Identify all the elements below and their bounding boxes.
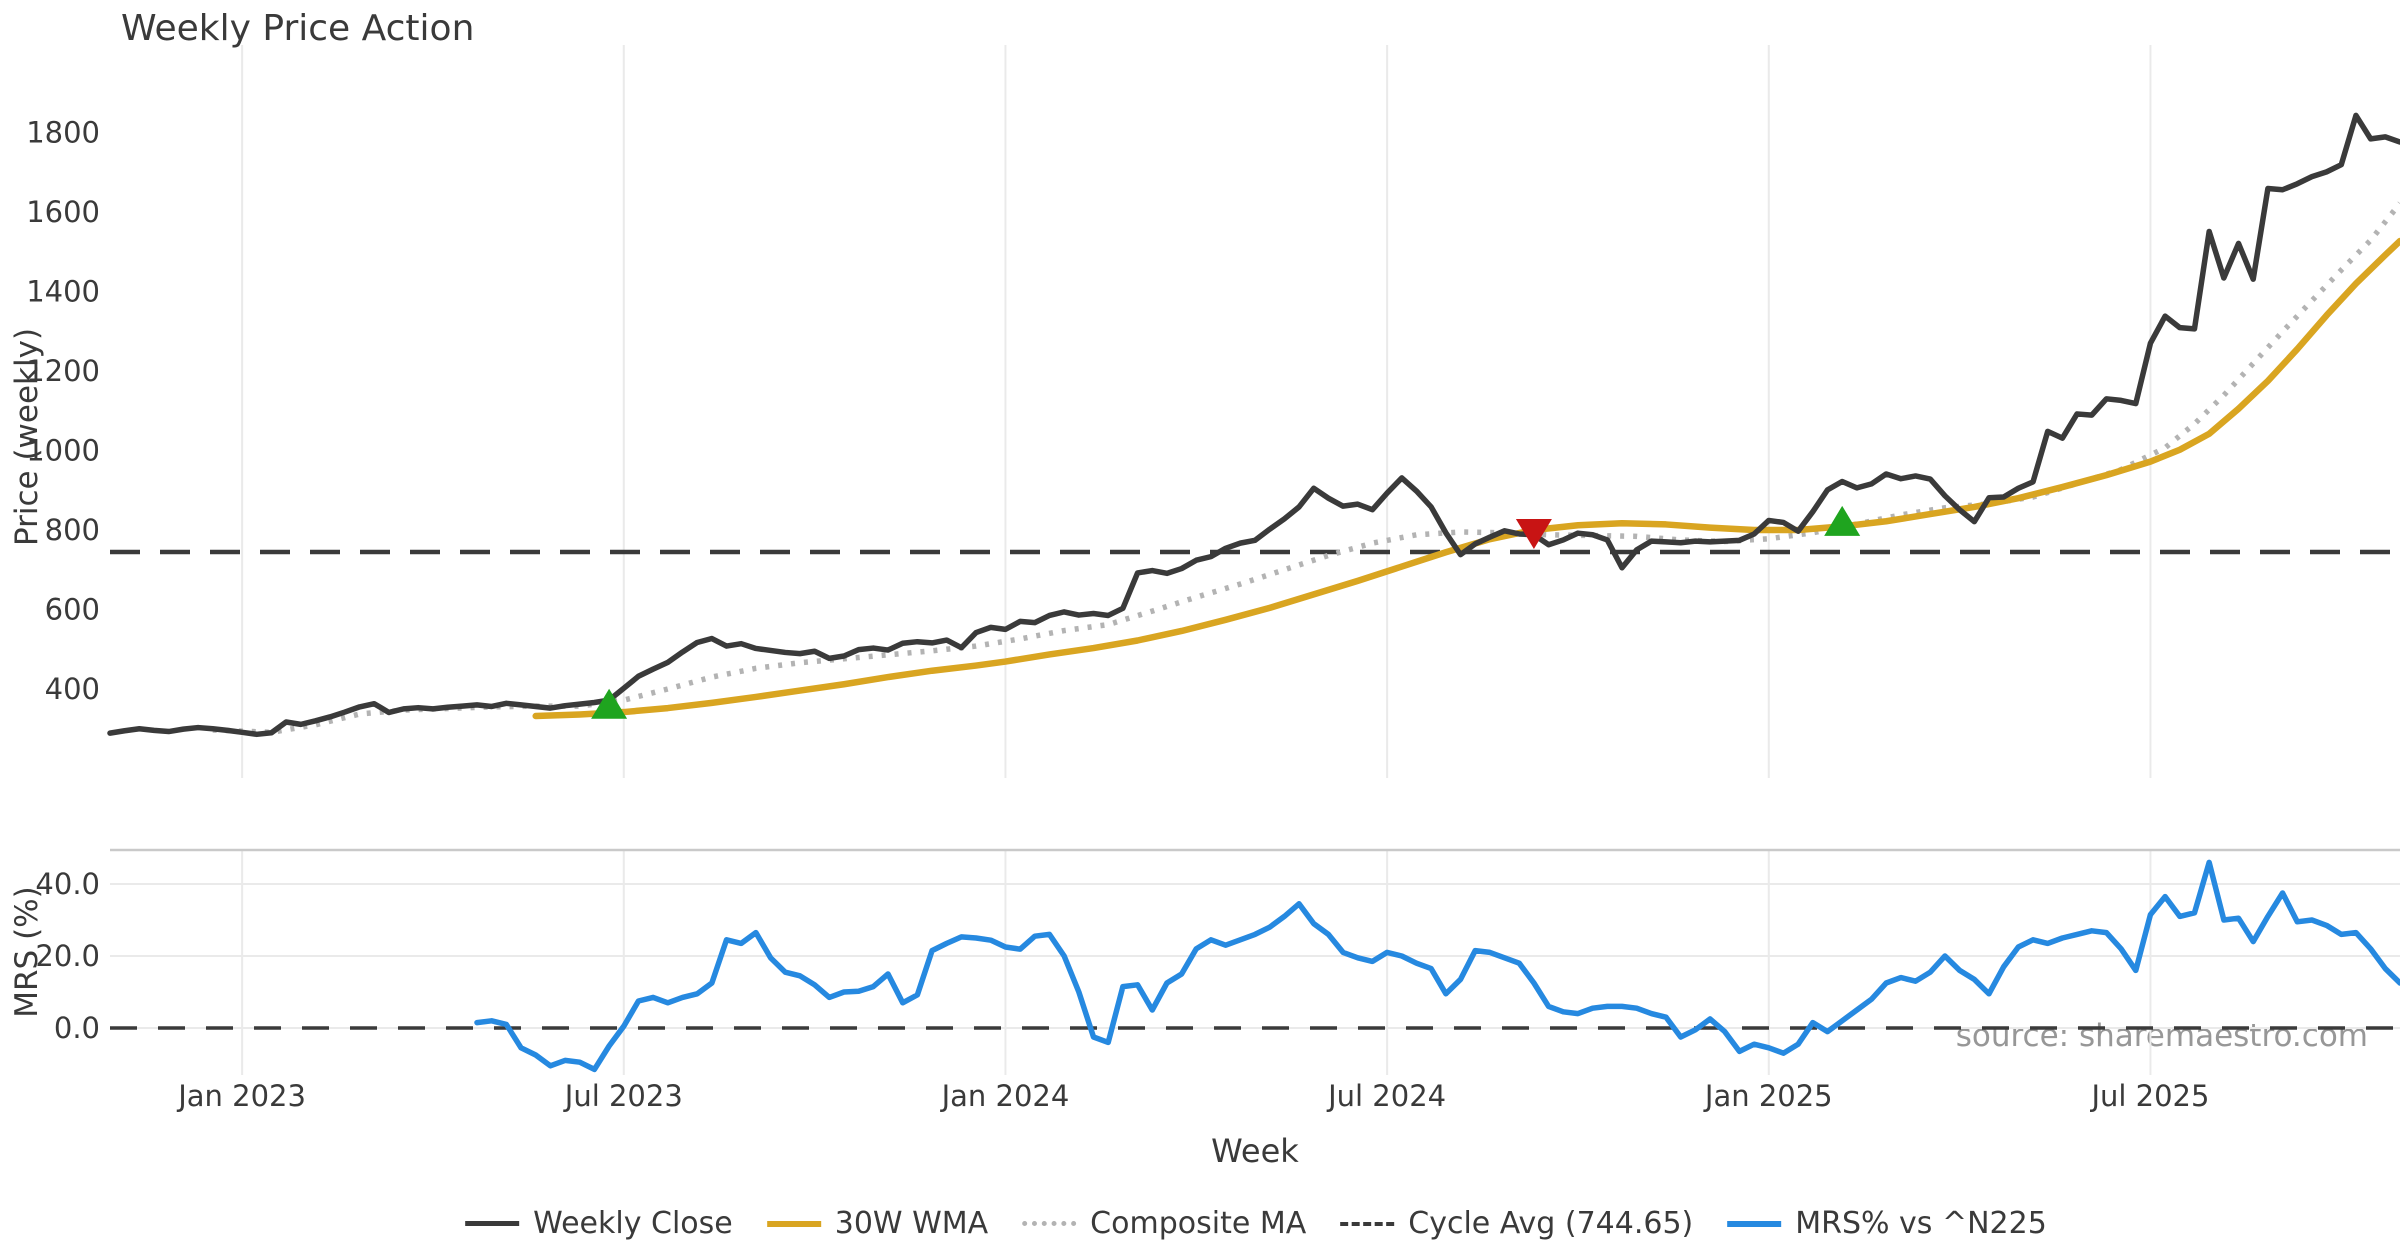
- price-tick-label: 600: [45, 593, 100, 627]
- x-axis-title: Week: [1211, 1132, 1299, 1170]
- x-tick-label: Jul 2024: [1326, 1079, 1446, 1113]
- legend-item-mrs-vs-n225: MRS% vs ^N225: [1727, 1206, 2047, 1241]
- mrs-axis-title: MRS (%): [9, 886, 45, 1018]
- mrs-tick-label: 0.0: [54, 1011, 100, 1045]
- legend-swatch: [465, 1221, 520, 1226]
- mrs-tick-label: 40.0: [35, 867, 100, 901]
- x-tick-label: Jan 2023: [176, 1079, 306, 1113]
- x-tick-label: Jul 2025: [2089, 1079, 2209, 1113]
- x-tick-label: Jan 2025: [1703, 1079, 1833, 1113]
- chart-title: Weekly Price Action: [121, 8, 475, 49]
- price-tick-label: 400: [45, 672, 100, 706]
- price-tick-label: 1800: [26, 116, 100, 150]
- legend-swatch: [1340, 1221, 1395, 1226]
- price-axis-title: Price (weekly): [9, 327, 45, 547]
- legend: Weekly Close 30W WMA Composite MA Cycle Avg…: [465, 1206, 2047, 1241]
- mrs-tick-label: 20.0: [35, 939, 100, 973]
- watermark: source: sharemaestro.com: [1955, 1018, 2368, 1054]
- legend-item-30w-wma: 30W WMA: [766, 1206, 989, 1241]
- legend-item-composite-ma: Composite MA: [1022, 1206, 1306, 1241]
- price-tick-label: 800: [45, 513, 100, 547]
- legend-label: Cycle Avg (744.65): [1408, 1206, 1694, 1241]
- x-tick-label: Jul 2023: [563, 1079, 683, 1113]
- legend-item-cycle-avg-744-65-: Cycle Avg (744.65): [1340, 1206, 1693, 1241]
- legend-label: 30W WMA: [834, 1206, 989, 1241]
- price-tick-label: 1600: [26, 195, 100, 229]
- legend-item-weekly-close: Weekly Close: [465, 1206, 733, 1241]
- buy-signal-marker: [591, 688, 628, 719]
- legend-swatch: [766, 1220, 821, 1227]
- weekly-close-line: [107, 112, 2400, 738]
- legend-swatch: [1727, 1220, 1782, 1227]
- wma-line: [532, 237, 2400, 720]
- x-tick-label: Jan 2024: [940, 1079, 1070, 1113]
- price-tick-label: 1000: [26, 434, 100, 468]
- sell-signal-marker: [1515, 518, 1552, 549]
- buy-signal-marker: [1824, 505, 1861, 536]
- price-tick-label: 1200: [26, 354, 100, 388]
- composite-ma-line: [212, 201, 2400, 736]
- legend-swatch: [1022, 1221, 1077, 1226]
- legend-label: Weekly Close: [533, 1206, 733, 1241]
- mrs-line: [474, 859, 2400, 1073]
- legend-label: Composite MA: [1090, 1206, 1307, 1241]
- legend-label: MRS% vs ^N225: [1795, 1206, 2047, 1241]
- price-tick-label: 1400: [26, 275, 100, 309]
